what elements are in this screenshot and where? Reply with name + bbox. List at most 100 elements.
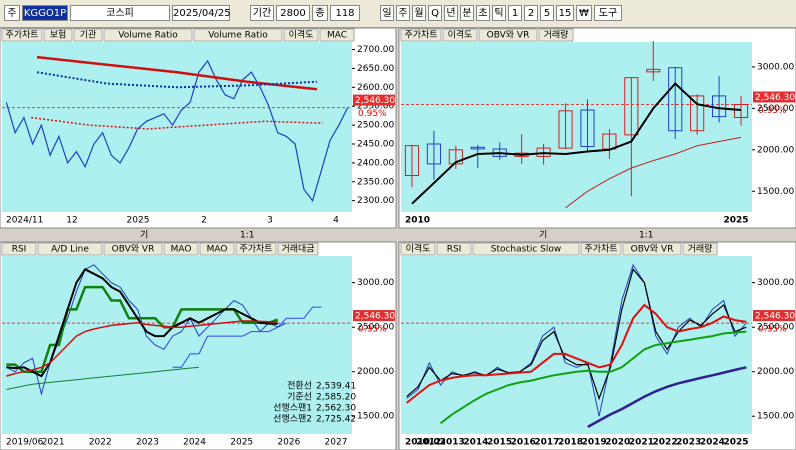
tab[interactable] [400, 242, 436, 256]
toolbar-item[interactable]: 분 [460, 5, 474, 21]
tab[interactable] [37, 242, 103, 256]
x-tick-label: 2025 [127, 216, 150, 226]
toolbar-item[interactable]: 주 [4, 5, 20, 21]
tab[interactable] [400, 28, 442, 42]
candle-body [646, 68, 661, 73]
tab[interactable] [103, 28, 193, 42]
y-tick-label: 1500.00 [757, 187, 794, 197]
x-tick-label: 2020 [605, 438, 630, 448]
tab[interactable] [442, 28, 478, 42]
tab[interactable] [472, 242, 580, 256]
scroll-label: 1:1 [639, 231, 653, 241]
tab[interactable] [1, 28, 43, 42]
toolbar-item[interactable]: ₩ [576, 5, 592, 21]
tab[interactable] [103, 242, 163, 256]
x-tick-label: 2021 [42, 438, 65, 448]
tab-label[interactable]: Stochastic Slow [491, 245, 562, 255]
tab-label[interactable]: 거래량 [688, 243, 713, 255]
y-tick-label: 2700.00 [357, 45, 394, 55]
toolbar-item[interactable]: KGGO1P [22, 5, 68, 21]
tab-label[interactable]: 거래량 [544, 29, 569, 41]
tab-label[interactable]: A/D Line [51, 245, 89, 255]
toolbar-item[interactable]: 기간 [250, 5, 274, 21]
change-label: 0.95% [758, 325, 787, 335]
toolbar-item[interactable]: 종 [312, 5, 328, 21]
tab[interactable] [73, 28, 103, 42]
legend-value: 2,562.30 [316, 404, 356, 414]
tab[interactable] [199, 242, 235, 256]
candle-body [580, 109, 595, 147]
price-label: 2,546.30 [355, 312, 395, 322]
tab[interactable] [235, 242, 277, 256]
toolbar-item[interactable]: 틱 [492, 5, 506, 21]
tab[interactable] [682, 242, 718, 256]
tab-label[interactable]: MAC [327, 31, 347, 41]
toolbar-item[interactable]: 도구 [594, 5, 622, 21]
series-line [587, 366, 747, 428]
tab-label[interactable]: 이격도 [448, 29, 473, 41]
tab[interactable] [478, 28, 538, 42]
toolbar-item[interactable]: 초 [476, 5, 490, 21]
tab-label[interactable]: MAO [171, 245, 192, 255]
x-tick-label: 2 [201, 216, 207, 226]
tab-label[interactable]: RSI [447, 245, 462, 255]
toolbar-item[interactable]: 5 [540, 5, 554, 21]
y-tick-label: 1500.00 [357, 412, 394, 422]
tab[interactable] [1, 242, 37, 256]
x-tick-label: 2010/03 [405, 438, 446, 448]
series-line [439, 330, 747, 425]
price-label: 2,546.30 [755, 93, 795, 103]
toolbar: 주 KGGO1P 코스피 2025/04/25 기간 2800 종 118 일 주 월 Q 년 분 초 틱 1 2… [0, 0, 796, 28]
y-tick-label: 3000.00 [357, 278, 394, 288]
toolbar-item[interactable]: 2800 [276, 5, 310, 21]
tab[interactable] [436, 242, 472, 256]
toolbar-item[interactable]: 118 [330, 5, 360, 21]
y-tick-label: 2550.00 [357, 102, 394, 112]
toolbar-item[interactable]: Q [428, 5, 442, 21]
y-tick-label: 2300.00 [357, 196, 394, 206]
tab[interactable] [193, 28, 283, 42]
tab[interactable] [43, 28, 73, 42]
tab-label[interactable]: OBV와 VR [631, 243, 674, 255]
tab[interactable] [580, 242, 622, 256]
x-tick-label: 2023 [676, 438, 701, 448]
tab[interactable] [277, 242, 319, 256]
toolbar-item[interactable]: 월 [412, 5, 426, 21]
tab-label[interactable]: Volume Ratio [118, 31, 178, 41]
tab-label[interactable]: Volume Ratio [208, 31, 268, 41]
tab-label[interactable]: 주가차트 [404, 29, 437, 41]
tab-label[interactable]: OBV와 VR [112, 243, 155, 255]
toolbar-item[interactable]: 2025/04/25 [172, 5, 231, 21]
tab-label[interactable]: 주가차트 [239, 243, 272, 255]
tab[interactable] [538, 28, 574, 42]
legend-name: 전환선 [287, 380, 312, 392]
tab[interactable] [319, 28, 355, 42]
toolbar-item[interactable]: 15 [556, 5, 574, 21]
tab[interactable] [163, 242, 199, 256]
tab-label[interactable]: 보험 [50, 30, 67, 41]
x-tick-label: 2024/11 [6, 216, 43, 226]
tab-label[interactable]: RSI [12, 245, 27, 255]
y-tick-label: 1500.00 [757, 412, 794, 422]
x-tick-label: 2022 [653, 438, 678, 448]
price-box [753, 310, 795, 322]
price-label: 2,546.30 [755, 312, 795, 322]
toolbar-item[interactable]: 1 [508, 5, 522, 21]
tab[interactable] [622, 242, 682, 256]
toolbar-item[interactable]: 년 [444, 5, 458, 21]
toolbar-item[interactable]: 2 [524, 5, 538, 21]
tab-label[interactable]: OBV와 VR [487, 29, 530, 41]
toolbar-item[interactable]: 코스피 [70, 5, 170, 21]
tab-label[interactable]: MAO [207, 245, 228, 255]
toolbar-item[interactable]: 주 [396, 5, 410, 21]
tab-label[interactable]: 주가차트 [5, 29, 38, 41]
tab-label[interactable]: 주가차트 [584, 243, 617, 255]
tab[interactable] [283, 28, 319, 42]
tab-label[interactable]: 기관 [80, 30, 97, 41]
tab-label[interactable]: 이격도 [289, 29, 314, 41]
tab-label[interactable]: 이격도 [406, 243, 431, 255]
tab-label[interactable]: 거래대금 [281, 244, 314, 255]
price-box [753, 91, 795, 103]
toolbar-item[interactable]: 일 [380, 5, 394, 21]
